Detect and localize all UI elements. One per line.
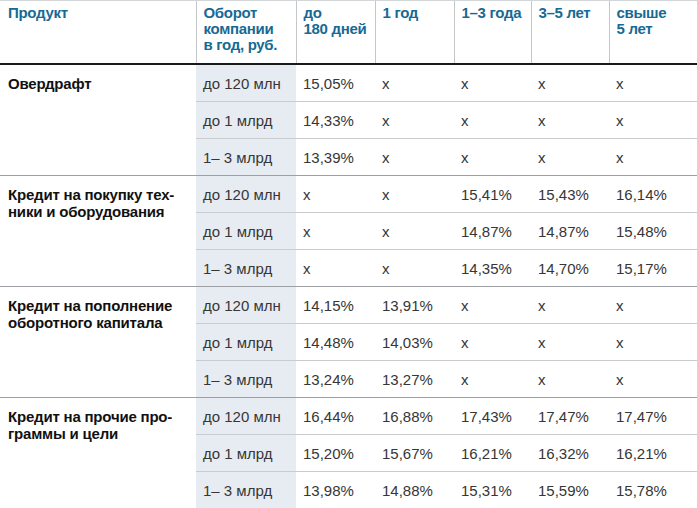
- rate-cell: x: [531, 361, 609, 398]
- rate-cell: 16,88%: [375, 398, 454, 435]
- table-body: Овердрафт до 120 млн 15,05% x x x x до 1…: [0, 64, 697, 508]
- rates-table: Продукт Оборот компании в год, руб. до 1…: [0, 0, 697, 508]
- rate-cell: x: [531, 64, 609, 102]
- rate-cell: 15,17%: [609, 250, 697, 287]
- rate-cell: 15,20%: [296, 435, 375, 472]
- turnover-cell: 1– 3 млрд: [196, 472, 296, 508]
- rate-cell: x: [609, 287, 697, 324]
- rate-cell: 17,47%: [531, 398, 609, 435]
- rate-cell: x: [531, 324, 609, 361]
- rate-cell: 13,98%: [296, 472, 375, 508]
- turnover-cell: до 120 млн: [196, 287, 296, 324]
- turnover-cell: 1– 3 млрд: [196, 361, 296, 398]
- rate-cell: x: [609, 361, 697, 398]
- rate-cell: 14,03%: [375, 324, 454, 361]
- turnover-cell: до 120 млн: [196, 398, 296, 435]
- table-row: Овердрафт до 120 млн 15,05% x x x x: [0, 64, 697, 102]
- col-header-term-5y: свыше 5 лет: [609, 1, 697, 65]
- col-header-term-180d: до 180 дней: [296, 1, 375, 65]
- rate-cell: 14,70%: [531, 250, 609, 287]
- rate-cell: x: [375, 102, 454, 139]
- col-header-term-1-3y: 1–3 года: [454, 1, 531, 65]
- rate-cell: 14,48%: [296, 324, 375, 361]
- rate-cell: 15,48%: [609, 213, 697, 250]
- table-row: Кредит на покупку тех- ники и оборудован…: [0, 176, 697, 213]
- rate-cell: 14,33%: [296, 102, 375, 139]
- rate-cell: x: [375, 64, 454, 102]
- rate-cell: 15,78%: [609, 472, 697, 508]
- rate-cell: 13,24%: [296, 361, 375, 398]
- turnover-cell: до 120 млн: [196, 176, 296, 213]
- turnover-cell: до 1 млрд: [196, 102, 296, 139]
- turnover-cell: до 1 млрд: [196, 435, 296, 472]
- rate-cell: 14,87%: [531, 213, 609, 250]
- rate-cell: 13,91%: [375, 287, 454, 324]
- product-name: Кредит на пополнение оборотного капитала: [0, 287, 196, 398]
- rate-cell: 14,15%: [296, 287, 375, 324]
- rate-cell: 16,14%: [609, 176, 697, 213]
- table-row: Кредит на прочие про- граммы и цели до 1…: [0, 398, 697, 435]
- rate-cell: x: [609, 324, 697, 361]
- rate-cell: 15,43%: [531, 176, 609, 213]
- rate-cell: x: [531, 102, 609, 139]
- turnover-cell: до 120 млн: [196, 64, 296, 102]
- rate-cell: x: [531, 139, 609, 176]
- rate-cell: 15,05%: [296, 64, 375, 102]
- rate-cell: 15,59%: [531, 472, 609, 508]
- product-name: Кредит на прочие про- граммы и цели: [0, 398, 196, 508]
- table-header: Продукт Оборот компании в год, руб. до 1…: [0, 1, 697, 65]
- col-header-term-3-5y: 3–5 лет: [531, 1, 609, 65]
- rate-cell: x: [375, 213, 454, 250]
- rate-cell: x: [454, 361, 531, 398]
- rate-cell: x: [609, 139, 697, 176]
- rate-cell: x: [454, 324, 531, 361]
- rate-cell: x: [296, 250, 375, 287]
- rate-cell: 15,41%: [454, 176, 531, 213]
- rate-cell: 14,88%: [375, 472, 454, 508]
- rate-cell: x: [375, 176, 454, 213]
- turnover-cell: 1– 3 млрд: [196, 139, 296, 176]
- rate-cell: 16,21%: [454, 435, 531, 472]
- rate-cell: 16,44%: [296, 398, 375, 435]
- product-name: Овердрафт: [0, 64, 196, 176]
- turnover-cell: до 1 млрд: [196, 324, 296, 361]
- col-header-term-1y: 1 год: [375, 1, 454, 65]
- turnover-cell: до 1 млрд: [196, 213, 296, 250]
- rate-cell: 15,67%: [375, 435, 454, 472]
- rate-cell: x: [375, 250, 454, 287]
- rate-cell: x: [454, 102, 531, 139]
- rate-cell: x: [609, 64, 697, 102]
- rate-cell: x: [531, 287, 609, 324]
- table-row: Кредит на пополнение оборотного капитала…: [0, 287, 697, 324]
- credit-rates-page: Продукт Оборот компании в год, руб. до 1…: [0, 0, 697, 508]
- rate-cell: 17,43%: [454, 398, 531, 435]
- rate-cell: 17,47%: [609, 398, 697, 435]
- rate-cell: 15,31%: [454, 472, 531, 508]
- rate-cell: 16,21%: [609, 435, 697, 472]
- rate-cell: 13,27%: [375, 361, 454, 398]
- rate-cell: 14,87%: [454, 213, 531, 250]
- rate-cell: x: [454, 139, 531, 176]
- rate-cell: 16,32%: [531, 435, 609, 472]
- rate-cell: x: [454, 287, 531, 324]
- rate-cell: x: [375, 139, 454, 176]
- col-header-product: Продукт: [0, 1, 196, 65]
- col-header-turnover: Оборот компании в год, руб.: [196, 1, 296, 65]
- rate-cell: 14,35%: [454, 250, 531, 287]
- product-name: Кредит на покупку тех- ники и оборудован…: [0, 176, 196, 287]
- rate-cell: x: [296, 176, 375, 213]
- rate-cell: x: [296, 213, 375, 250]
- turnover-cell: 1– 3 млрд: [196, 250, 296, 287]
- rate-cell: 13,39%: [296, 139, 375, 176]
- rate-cell: x: [454, 64, 531, 102]
- rate-cell: x: [609, 102, 697, 139]
